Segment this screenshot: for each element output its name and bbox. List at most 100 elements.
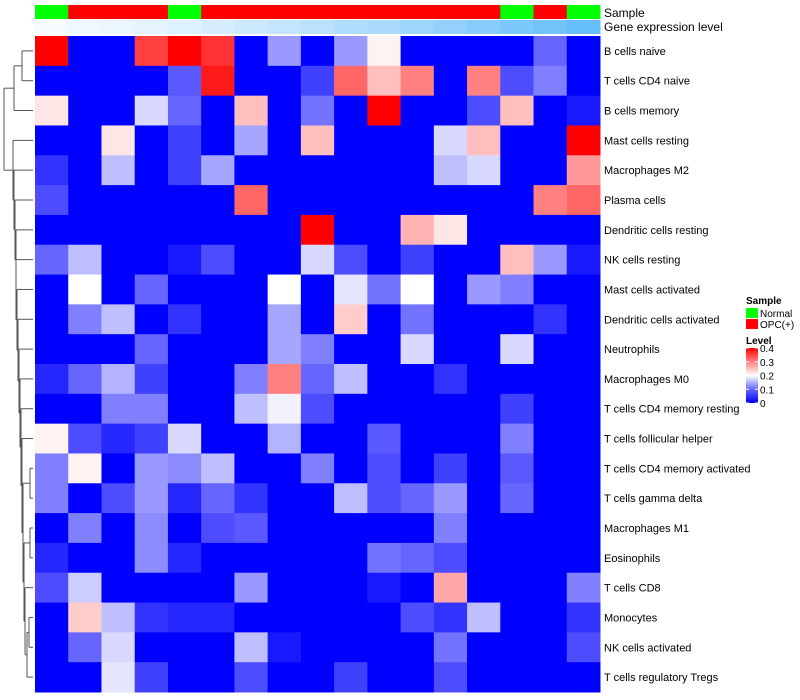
heatmap-cell: [35, 244, 69, 276]
heatmap-cell: [566, 185, 601, 216]
heatmap-cell: [500, 632, 535, 663]
heatmap-cell: [134, 513, 169, 544]
heatmap-cell: [566, 453, 601, 484]
heatmap-cell: [500, 483, 535, 514]
heatmap-cell: [300, 244, 335, 276]
heatmap-cell: [101, 334, 136, 365]
heatmap-cell: [267, 572, 302, 604]
heatmap-cell: [167, 155, 202, 186]
heatmap-cell: [267, 65, 302, 97]
heatmap-cell: [367, 155, 402, 186]
heatmap-cell: [500, 393, 535, 425]
heatmap-cell: [201, 393, 235, 425]
heatmap-cell: [367, 304, 402, 335]
heatmap-cell: [367, 185, 402, 216]
heatmap-cell: [134, 364, 169, 395]
heatmap-cell: [167, 572, 202, 604]
heatmap-cell: [267, 36, 302, 67]
heatmap-cell: [500, 364, 535, 395]
heatmap-cell: [167, 364, 202, 395]
heatmap-cell: [35, 542, 69, 574]
row-label: T cells CD4 memory resting: [604, 404, 740, 416]
heatmap-cell: [467, 393, 501, 425]
heatmap-cell: [68, 453, 102, 484]
heatmap-cell: [400, 602, 435, 633]
heatmap-cell: [400, 513, 435, 544]
heatmap-cell: [533, 572, 568, 604]
heatmap-cell: [433, 662, 468, 693]
heatmap-cell: [68, 572, 102, 604]
heatmap-cell: [367, 602, 402, 633]
heatmap-cell: [500, 602, 535, 633]
heatmap-cell: [234, 572, 269, 604]
heatmap-cell: [300, 542, 335, 574]
heatmap-cell: [101, 36, 136, 67]
heatmap-cell: [400, 95, 435, 126]
heatmap-cell: [566, 572, 601, 604]
heatmap-cell: [334, 632, 368, 663]
sample-annotation-cell: [234, 5, 269, 19]
heatmap-cell: [566, 483, 601, 514]
heatmap-cell: [467, 125, 501, 156]
heatmap-cell: [167, 65, 202, 97]
heatmap-cell: [533, 95, 568, 126]
row-dendrogram: [3, 50, 33, 678]
heatmap-cell: [367, 393, 402, 425]
heatmap-cell: [201, 602, 235, 633]
heatmap-cell: [433, 632, 468, 663]
heatmap-cell: [467, 364, 501, 395]
heatmap-cell: [267, 95, 302, 126]
heatmap-cell: [566, 542, 601, 574]
heatmap-cell: [300, 334, 335, 365]
heatmap-cell: [467, 244, 501, 276]
heatmap-cell: [134, 185, 169, 216]
heatmap-cell: [267, 632, 302, 663]
heatmap-cell: [201, 36, 235, 67]
heatmap-cell: [68, 244, 102, 276]
row-label: NK cells activated: [604, 642, 691, 654]
heatmap-cell: [267, 364, 302, 395]
heatmap-cell: [300, 214, 335, 246]
heatmap-cell: [267, 542, 302, 574]
heatmap-cell: [101, 185, 136, 216]
row-label: Dendritic cells resting: [604, 225, 709, 237]
heatmap-cell: [467, 513, 501, 544]
heatmap-cell: [433, 334, 468, 365]
heatmap-cell: [68, 214, 102, 246]
heatmap-cell: [500, 155, 535, 186]
heatmap-cell: [400, 65, 435, 97]
heatmap-cell: [334, 334, 368, 365]
legend-tick-label: 0: [760, 399, 766, 410]
expression-annotation-cell: [167, 20, 202, 34]
heatmap-cells: [35, 36, 601, 693]
expression-annotation-cell: [433, 20, 468, 34]
heatmap-cell: [68, 542, 102, 574]
heatmap-cell: [35, 662, 69, 693]
heatmap-cell: [300, 304, 335, 335]
row-label: NK cells resting: [604, 255, 680, 267]
heatmap-cell: [566, 274, 601, 305]
heatmap-cell: [467, 423, 501, 454]
heatmap-cell: [68, 185, 102, 216]
heatmap-cell: [433, 513, 468, 544]
heatmap-cell: [167, 602, 202, 633]
sample-annotation-cell: [101, 5, 136, 19]
heatmap-cell: [35, 393, 69, 425]
heatmap-cell: [533, 274, 568, 305]
heatmap-cell: [433, 453, 468, 484]
heatmap-cell: [433, 483, 468, 514]
heatmap-cell: [35, 65, 69, 97]
expression-annotation-label: Gene expression level: [604, 20, 723, 34]
heatmap-cell: [533, 483, 568, 514]
expression-annotation-cell: [68, 20, 102, 34]
heatmap-cell: [101, 274, 136, 305]
heatmap-cell: [234, 65, 269, 97]
heatmap-cell: [68, 662, 102, 693]
heatmap-cell: [533, 185, 568, 216]
row-label: Monocytes: [604, 612, 658, 624]
heatmap-cell: [367, 483, 402, 514]
heatmap-cell: [500, 244, 535, 276]
heatmap-cell: [566, 155, 601, 186]
heatmap-cell: [234, 125, 269, 156]
